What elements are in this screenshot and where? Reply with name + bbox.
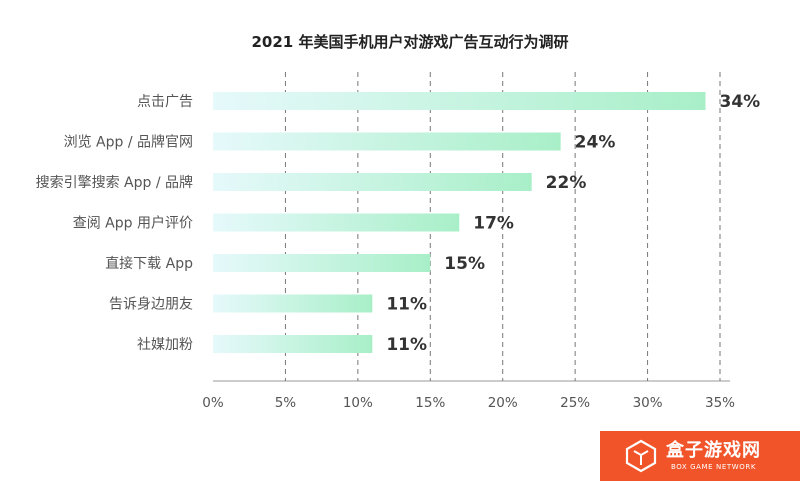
value-label: 11% [386,335,427,355]
box-logo-icon [625,439,657,473]
x-tick-label: 15% [415,395,445,411]
bar [213,132,561,151]
box-game-network-logo: 盒子游戏网 BOX GAME NETWORK [600,431,800,481]
value-label: 24% [575,133,616,153]
category-label: 直接下载 App [105,255,193,272]
bar [213,335,373,353]
bar [213,173,532,191]
bar [213,92,706,110]
x-tick-label: 10% [343,395,373,411]
bar [213,254,431,272]
category-label: 点击广告 [137,94,193,110]
value-label: 15% [444,254,485,274]
chart-title: 2021 年美国手机用户对游戏广告互动行为调研 [252,33,569,51]
x-tick-label: 25% [560,395,590,411]
bar [213,294,373,313]
value-label: 17% [473,214,514,234]
logo-name-en: BOX GAME NETWORK [670,462,757,471]
category-label: 告诉身边朋友 [109,297,193,313]
x-tick-label: 20% [488,395,518,411]
bar [213,213,460,232]
category-label: 社媒加粉 [137,337,193,353]
category-label: 查阅 App 用户评价 [73,215,193,232]
x-tick-label: 35% [705,395,735,411]
logo-name-cn: 盒子游戏网 [666,439,761,461]
value-label: 22% [546,173,587,193]
x-tick-label: 0% [202,395,224,411]
category-label: 浏览 App / 品牌官网 [64,134,193,151]
x-tick-label: 30% [633,395,663,411]
value-label: 11% [386,295,427,315]
value-label: 34% [720,92,761,112]
x-tick-label: 5% [275,395,297,411]
category-label: 搜索引擎搜索 App / 品牌 [36,174,193,191]
